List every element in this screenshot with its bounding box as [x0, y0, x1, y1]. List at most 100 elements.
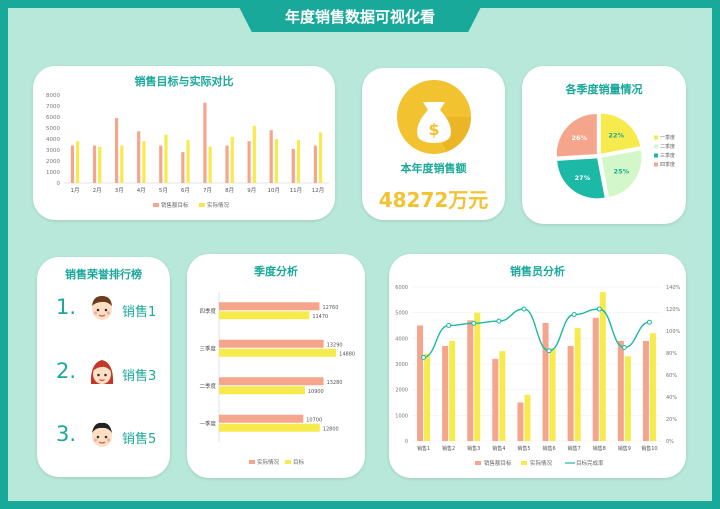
- rank-name: 销售5: [122, 432, 157, 447]
- target-vs-actual-chart: 0 1000 2000 3000 4000 5000 6000 7000 8000 1月 2月 3月 4…: [46, 93, 329, 209]
- bar: [524, 394, 531, 441]
- bar-data-label: 12800: [323, 426, 339, 432]
- y-tick-label: 2000: [395, 388, 408, 394]
- bar: [313, 145, 317, 183]
- y-tick-label: 5000: [46, 126, 60, 132]
- y-tick-label: 4000: [395, 336, 408, 342]
- bar-data-label: 10900: [308, 389, 324, 395]
- legend-label: 销售额目标: [161, 201, 189, 209]
- y-tick-label: 7000: [46, 104, 60, 110]
- x-tick-label: 销售3: [467, 445, 480, 452]
- bar: [219, 423, 320, 432]
- x-tick-label: 销售9: [618, 445, 631, 452]
- legend-swatch: [199, 203, 205, 207]
- bar: [269, 130, 273, 183]
- bar: [230, 136, 234, 183]
- bar: [642, 340, 649, 441]
- x-tick-label: 10月: [268, 187, 281, 194]
- bar: [120, 145, 124, 183]
- bar: [467, 320, 474, 441]
- x-tick-label: 12月: [312, 187, 325, 194]
- x-tick-label: 销售7: [568, 445, 581, 452]
- legend-swatch: [153, 203, 159, 207]
- salesperson-analysis-title: 销售员分析: [510, 265, 565, 278]
- quarter-share-title: 各季度销量情况: [565, 83, 643, 96]
- boy-avatar-icon: [92, 296, 112, 320]
- bar: [649, 333, 656, 441]
- y-tick-label: 四季度: [199, 307, 216, 315]
- legend-label: 目标完成率: [576, 459, 604, 467]
- x-tick-label: 8月: [225, 187, 234, 194]
- y-tick-label: 5000: [395, 311, 408, 317]
- line-point: [421, 354, 427, 360]
- legend-label: 实际情况: [530, 459, 553, 467]
- bar: [208, 146, 212, 183]
- salesperson-analysis-card: 销售员分析 0 1000 2000 3000 4000 5000 6000 0% 20% 40% 6…: [389, 254, 686, 478]
- money-bag-icon: $: [397, 80, 471, 154]
- rank-name: 销售1: [122, 305, 157, 320]
- quarter-share-card: 各季度销量情况 22% 25% 27% 26% 一季度 二季度 三季度 四季度: [522, 66, 686, 224]
- bar-data-label: 12760: [322, 305, 338, 311]
- bar: [252, 125, 256, 183]
- bar: [219, 302, 320, 311]
- bar: [291, 148, 295, 183]
- y-tick-label: 3000: [395, 362, 408, 368]
- bar: [225, 145, 229, 183]
- pie-slice: [556, 113, 597, 157]
- line-point: [471, 320, 477, 326]
- pie-slice: [601, 150, 642, 197]
- x-tick-label: 7月: [203, 187, 212, 194]
- rank-number: 1.: [56, 295, 77, 319]
- rank-name: 销售3: [122, 369, 157, 384]
- bar: [592, 317, 599, 441]
- bar: [203, 102, 207, 183]
- line-point: [621, 345, 627, 350]
- bar-data-label: 14880: [339, 351, 355, 357]
- legend-swatch: [521, 461, 527, 465]
- bar: [417, 325, 424, 441]
- x-tick-label: 销售1: [417, 445, 430, 452]
- x-tick-label: 销售4: [492, 445, 505, 452]
- bar-data-label: 13280: [327, 380, 343, 386]
- legend-swatch: [654, 144, 658, 149]
- bar: [137, 131, 141, 183]
- legend-label: 三季度: [660, 152, 675, 159]
- salesperson-analysis-chart: 0 1000 2000 3000 4000 5000 6000 0% 20% 40% 60% 80% 1…: [395, 285, 681, 467]
- bar: [492, 358, 499, 441]
- ranking-title: 销售荣誉排行榜: [65, 268, 142, 281]
- annual-sales-card: $ 本年度销售额 48272万元: [362, 68, 505, 220]
- x-tick-label: 销售5: [517, 445, 530, 452]
- bar: [219, 414, 304, 423]
- bar: [617, 340, 624, 441]
- legend-label: 二季度: [660, 143, 675, 150]
- boy-avatar-icon: [92, 422, 112, 447]
- y2-tick-label: 0%: [666, 439, 674, 445]
- legend-label: 销售额目标: [484, 459, 512, 467]
- y2-tick-label: 140%: [666, 285, 681, 291]
- y-tick-label: 4000: [46, 137, 60, 143]
- bar: [98, 146, 102, 183]
- bar: [142, 141, 146, 183]
- line-point: [646, 319, 652, 325]
- bar: [296, 140, 301, 183]
- line-point: [596, 306, 602, 312]
- pie-data-label: 27%: [575, 174, 591, 182]
- x-tick-label: 9月: [247, 187, 256, 194]
- y-tick-label: 0: [57, 181, 61, 187]
- x-tick-label: 销售6: [542, 445, 555, 452]
- bar: [115, 118, 119, 183]
- y-tick-label: 6000: [46, 115, 60, 121]
- legend-swatch: [654, 135, 658, 140]
- bar: [599, 292, 606, 441]
- bar: [567, 346, 574, 441]
- svg-text:$: $: [428, 120, 439, 139]
- bar: [247, 141, 251, 183]
- annual-sales-value: 48272万元: [378, 188, 489, 212]
- quarter-analysis-card: 季度分析 四季度 12760 11470 三季度 13290 14880 二季度 13280 1…: [187, 254, 365, 478]
- legend-label: 实际情况: [257, 458, 280, 466]
- y-tick-label: 三季度: [199, 344, 216, 352]
- y2-tick-label: 40%: [666, 395, 677, 401]
- bar: [574, 328, 581, 441]
- legend-label: 目标: [293, 458, 305, 466]
- bar-data-label: 13290: [327, 342, 343, 348]
